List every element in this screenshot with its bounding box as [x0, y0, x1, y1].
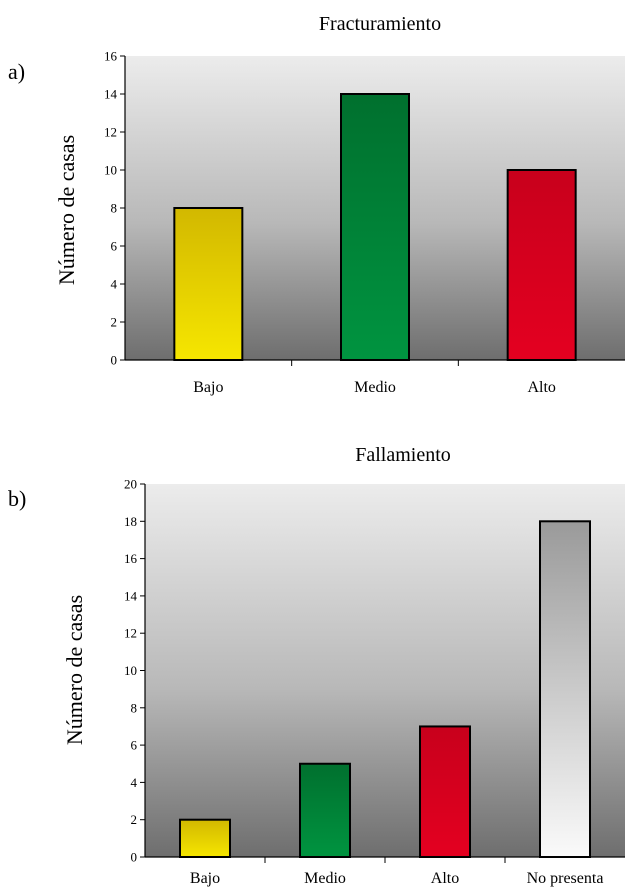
bar-bajo [179, 818, 231, 859]
chart-fallamiento: b) Fallamiento Número de casas 0 2 4 6 8 10 12… [8, 444, 625, 887]
chart-title-a: Fracturamiento [319, 13, 441, 35]
panel-label-a: a) [8, 59, 25, 84]
x-category-label: Medio [304, 870, 346, 887]
y-axis-label-b: Número de casas [62, 595, 87, 745]
bar-alto [506, 169, 577, 361]
y-tick-label: 8 [131, 700, 138, 715]
y-tick-label: 4 [111, 277, 118, 292]
bar-medio [340, 93, 410, 361]
y-tick-label: 12 [104, 125, 117, 140]
bar-alto [419, 725, 471, 859]
x-category-label: Bajo [193, 379, 223, 396]
bar-bajo [173, 207, 244, 361]
y-tick-label: 2 [131, 812, 138, 827]
x-category-label: Medio [354, 379, 396, 396]
y-tick-label: 2 [111, 315, 118, 330]
panel-label-b: b) [8, 486, 26, 511]
chart-title-b: Fallamiento [355, 444, 451, 466]
y-tick-label: 8 [111, 201, 118, 216]
bar-medio [299, 762, 351, 858]
y-tick-label: 12 [124, 626, 137, 641]
x-category-label: Bajo [190, 870, 220, 887]
x-category-label: No presenta [527, 870, 604, 887]
y-tick-label: 4 [131, 775, 138, 790]
y-tick-label: 10 [104, 163, 117, 178]
y-tick-label: 10 [124, 663, 137, 678]
y-tick-label: 0 [111, 353, 118, 368]
x-category-label: Alto [527, 379, 555, 396]
x-category-label: Alto [431, 870, 459, 887]
y-tick-label: 6 [131, 738, 138, 753]
y-tick-label: 14 [104, 87, 118, 102]
y-tick-label: 0 [131, 850, 138, 865]
y-tick-label: 6 [111, 239, 118, 254]
y-tick-label: 14 [124, 588, 138, 603]
y-tick-label: 16 [104, 49, 118, 64]
y-tick-label: 18 [124, 514, 137, 529]
y-axis-label-a: Número de casas [54, 135, 79, 285]
bar-no-presenta [539, 520, 591, 858]
y-tick-label: 20 [124, 477, 137, 492]
y-tick-label: 16 [124, 551, 138, 566]
chart-fracturamiento: a) Fracturamiento Número de casas 0 2 4 6 8 1… [8, 13, 625, 396]
